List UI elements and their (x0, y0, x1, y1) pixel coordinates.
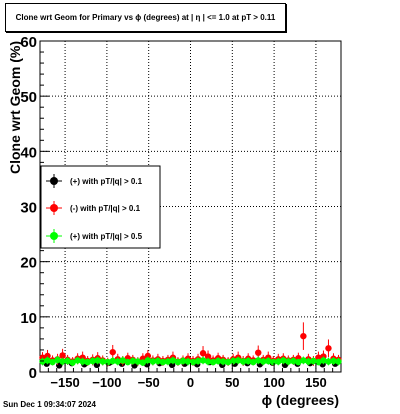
data-point (194, 357, 202, 365)
data-point (315, 358, 322, 366)
data-point (330, 357, 337, 365)
legend: (+) with pT/|q| > 0.1 (-) with pT/|q| > 0… (40, 165, 161, 249)
data-point (305, 358, 312, 365)
data-point (320, 357, 327, 364)
data-point (179, 357, 187, 365)
data-point (290, 357, 297, 365)
data-point (250, 358, 257, 366)
data-point (174, 358, 182, 366)
data-point (260, 358, 267, 365)
data-point (79, 358, 86, 365)
data-point (134, 358, 142, 365)
data-point (295, 358, 302, 366)
y-tick-label: 10 (20, 310, 37, 327)
data-point (49, 358, 56, 366)
x-tick-label: −150 (50, 375, 79, 390)
data-point (335, 358, 342, 365)
data-point (54, 356, 61, 364)
data-point (124, 358, 131, 366)
data-point (239, 358, 247, 365)
data-point (209, 358, 217, 366)
data-point (109, 357, 116, 365)
data-point (44, 357, 51, 364)
data-point (199, 350, 207, 357)
data-point (129, 357, 137, 365)
data-point (224, 358, 232, 366)
data-point (144, 357, 152, 364)
y-tick-label: 40 (20, 144, 37, 161)
x-tick-label: 150 (305, 375, 327, 390)
data-point (144, 352, 152, 360)
data-point (59, 352, 66, 359)
y-tick-label: 60 (20, 34, 37, 51)
data-point (164, 358, 172, 365)
y-tick-label: 20 (20, 255, 37, 272)
data-point (139, 359, 147, 366)
data-point (204, 358, 212, 365)
x-tick-label: 50 (225, 375, 239, 390)
legend-marker (50, 177, 58, 185)
data-point (99, 358, 106, 365)
legend-box (40, 165, 161, 249)
data-point (204, 353, 212, 360)
data-point (74, 357, 81, 364)
data-point (275, 358, 282, 365)
data-point (59, 358, 66, 365)
data-point (199, 357, 207, 364)
y-tick-label: 50 (20, 89, 37, 106)
y-tick-label: 30 (20, 200, 37, 217)
x-tick-label: −100 (92, 375, 121, 390)
y-tick-label: 0 (29, 365, 37, 382)
data-point (315, 354, 322, 361)
data-point (39, 358, 46, 365)
data-point (270, 358, 277, 366)
data-point (214, 357, 222, 365)
legend-label: (-) with pT/|q| > 0.1 (70, 204, 141, 213)
data-point (149, 358, 157, 365)
data-point (244, 357, 252, 365)
data-point (104, 358, 111, 366)
data-point (89, 357, 96, 365)
data-point (255, 349, 262, 356)
data-point (154, 357, 162, 365)
data-point (285, 358, 292, 365)
data-point (310, 357, 317, 365)
data-point (64, 357, 71, 365)
legend-marker (50, 204, 58, 212)
data-point (300, 357, 307, 364)
data-point (119, 357, 126, 364)
x-tick-label: 100 (263, 375, 285, 390)
data-point (114, 358, 121, 365)
series-2 (39, 356, 342, 366)
legend-label: (+) with pT/|q| > 0.1 (70, 177, 143, 186)
data-point (219, 358, 227, 365)
y-axis-label: Clone wrt Geom (%) (7, 41, 23, 174)
data-point (169, 357, 177, 364)
data-point (189, 358, 197, 366)
data-point (159, 358, 167, 366)
data-point (255, 357, 262, 364)
legend-marker (50, 232, 58, 240)
x-tick-label: 0 (187, 375, 194, 390)
data-point (265, 357, 272, 365)
data-point (84, 358, 91, 366)
data-point (325, 358, 332, 365)
data-point (325, 345, 332, 352)
data-point (109, 348, 116, 356)
chart-title: Clone wrt Geom for Primary vs ϕ (degrees… (5, 3, 286, 32)
timestamp: Sun Dec 1 09:34:07 2024 (3, 400, 96, 409)
x-tick-label: −50 (138, 375, 160, 390)
data-point (234, 357, 242, 364)
data-point (44, 352, 51, 360)
data-point (94, 357, 101, 364)
data-point (300, 332, 307, 340)
data-point (184, 358, 192, 365)
data-point (69, 359, 76, 366)
legend-label: (+) with pT/|q| > 0.5 (70, 232, 143, 241)
data-point (229, 357, 237, 365)
x-axis-label: ϕ (degrees) (262, 392, 339, 408)
data-point (280, 357, 287, 364)
